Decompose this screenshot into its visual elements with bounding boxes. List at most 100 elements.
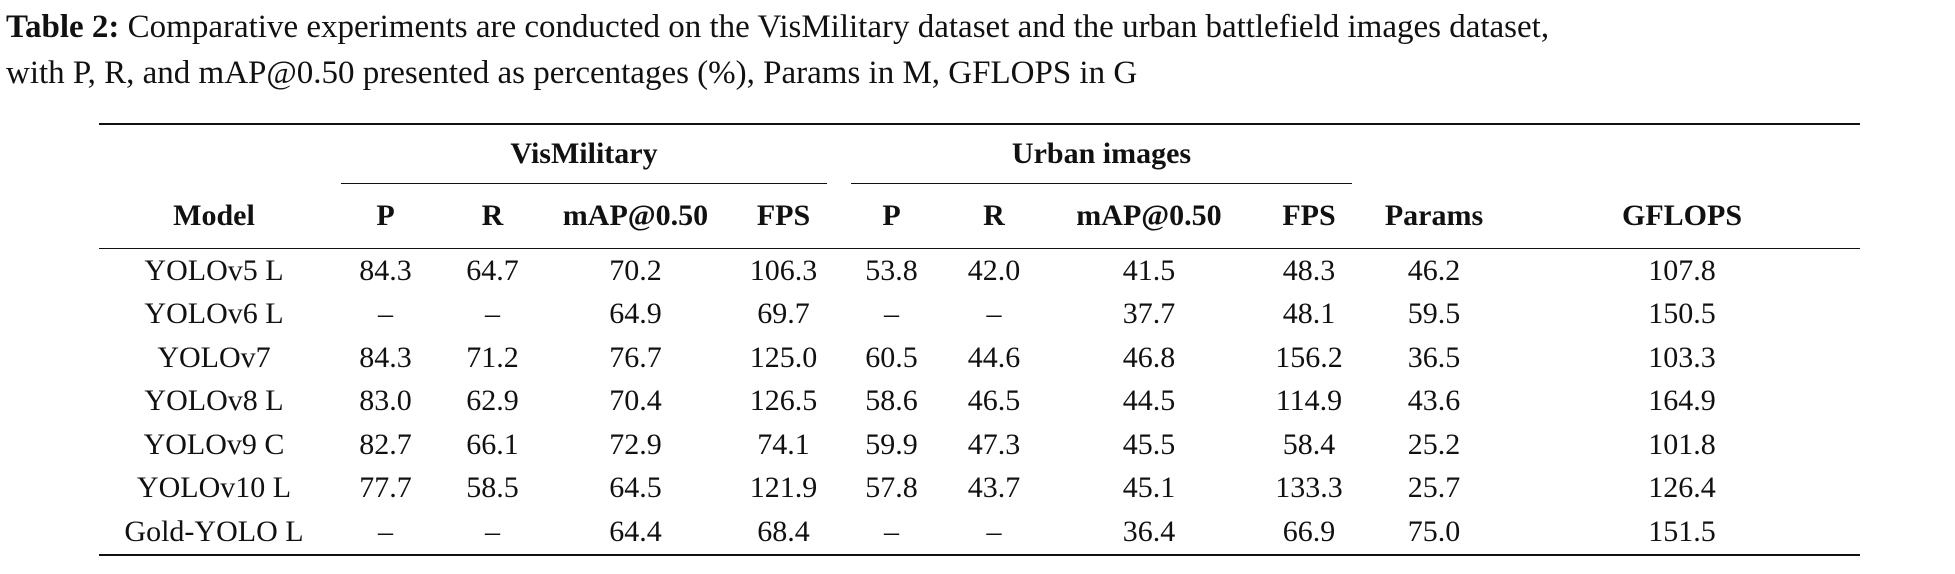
table-cell: 107.8	[1648, 253, 1716, 287]
table-row: YOLOv5 L 84.3 64.7 70.2 106.3 53.8 42.0 …	[99, 249, 1860, 293]
group-spacer	[1364, 125, 1860, 183]
table-cell: 44.6	[967, 340, 1021, 374]
table-cell: 64.5	[609, 471, 662, 505]
table-cell: 44.5	[1122, 384, 1176, 418]
table-cell: 103.3	[1648, 340, 1716, 374]
column-header: GFLOPS	[1504, 184, 1860, 249]
table-cell: 156.2	[1275, 340, 1343, 374]
group-underline-row	[99, 183, 1860, 184]
table-cell: –	[485, 297, 500, 331]
table-cell: 60.5	[865, 340, 918, 374]
caption-label: Table 2:	[6, 9, 120, 45]
caption-line-2: with P, R, and mAP@0.50 presented as per…	[6, 55, 1138, 91]
table-row: YOLOv8 L 83.0 62.9 70.4 126.5 58.6 46.5 …	[99, 380, 1860, 424]
table-cell: 46.2	[1407, 253, 1461, 287]
urban-underline	[851, 183, 1352, 184]
table-cell: 59.9	[865, 427, 918, 461]
table-cell: 46.5	[967, 384, 1021, 418]
table-cell: 121.9	[749, 471, 818, 505]
comparison-table: VisMilitary Urban images Model P R mAP@0…	[99, 123, 1860, 556]
table-cell: –	[986, 297, 1002, 331]
column-header: mAP@0.50	[1044, 184, 1254, 249]
table-cell: 47.3	[967, 427, 1021, 461]
model-cell: YOLOv10 L	[136, 471, 292, 505]
table-cell: 41.5	[1122, 253, 1176, 287]
table-cell: 62.9	[466, 384, 519, 418]
table-cell: 84.3	[359, 253, 412, 287]
table-cell: 77.7	[359, 471, 412, 505]
comparison-table-container: VisMilitary Urban images Model P R mAP@0…	[99, 123, 1860, 556]
table-cell: 126.4	[1648, 471, 1716, 505]
table-cell: 106.3	[749, 253, 818, 287]
table-cell: 36.5	[1407, 340, 1461, 374]
column-header: R	[944, 184, 1044, 249]
table-cell: 42.0	[967, 253, 1021, 287]
table-cell: 45.5	[1122, 427, 1176, 461]
group-header-row: VisMilitary Urban images	[99, 125, 1860, 183]
table-row: Gold-YOLO L – – 64.4 68.4 – – 36.4 66.9 …	[99, 510, 1860, 556]
column-header: Model	[99, 184, 329, 249]
vismilitary-underline	[341, 183, 827, 184]
table-cell: 37.7	[1122, 297, 1176, 331]
column-header: FPS	[1254, 184, 1364, 249]
table-cell: 151.5	[1504, 510, 1860, 556]
table-cell: 82.7	[359, 427, 412, 461]
table-cell: 64.9	[609, 297, 662, 331]
table-cell: –	[884, 297, 899, 331]
table-cell: 68.4	[728, 510, 839, 556]
table-cell: 59.5	[1407, 297, 1461, 331]
table-caption: Table 2: Comparative experiments are con…	[6, 4, 1951, 96]
table-cell: 70.4	[609, 384, 662, 418]
table-cell: 84.3	[359, 340, 412, 374]
model-cell: YOLOv7	[157, 340, 271, 374]
column-header: FPS	[728, 184, 839, 249]
table-cell: 125.0	[749, 340, 818, 374]
table-cell: 75.0	[1364, 510, 1504, 556]
table-cell: 133.3	[1275, 471, 1343, 505]
model-cell: YOLOv6 L	[144, 297, 284, 331]
table-cell: 164.9	[1648, 384, 1716, 418]
model-cell: YOLOv8 L	[144, 384, 284, 418]
table-cell: 36.4	[1044, 510, 1254, 556]
table-cell: 101.8	[1648, 427, 1716, 461]
group-spacer	[99, 125, 329, 183]
table-cell: 58.6	[865, 384, 918, 418]
table-cell: 72.9	[609, 427, 662, 461]
table-cell: 114.9	[1275, 384, 1343, 418]
table-cell: 69.7	[757, 297, 810, 331]
table-cell: 126.5	[749, 384, 818, 418]
table-cell: 66.9	[1254, 510, 1364, 556]
table-cell: –	[944, 510, 1044, 556]
table-cell: 48.3	[1282, 253, 1336, 287]
column-header: mAP@0.50	[543, 184, 728, 249]
column-header: P	[839, 184, 944, 249]
group-header-urban: Urban images	[1011, 137, 1192, 170]
table-cell: –	[442, 510, 543, 556]
group-header-vismilitary: VisMilitary	[510, 137, 658, 170]
table-cell: 48.1	[1282, 297, 1336, 331]
table-cell: 43.6	[1407, 384, 1461, 418]
table-cell: 76.7	[609, 340, 662, 374]
table-cell: 57.8	[865, 471, 918, 505]
table-cell: 25.7	[1407, 471, 1461, 505]
table-cell: 66.1	[466, 427, 519, 461]
table-cell: 64.7	[466, 253, 519, 287]
model-cell: Gold-YOLO L	[99, 510, 329, 556]
caption-line-1: Table 2: Comparative experiments are con…	[6, 4, 1951, 50]
table-row: YOLOv7 84.3 71.2 76.7 125.0 60.5 44.6 46…	[99, 336, 1860, 380]
table-cell: 74.1	[757, 427, 810, 461]
column-header: Params	[1364, 184, 1504, 249]
column-header: P	[329, 184, 442, 249]
table-cell: 70.2	[609, 253, 662, 287]
table-cell: 46.8	[1122, 340, 1176, 374]
model-cell: YOLOv9 C	[143, 427, 285, 461]
table-cell: 53.8	[865, 253, 918, 287]
table-row: YOLOv9 C 82.7 66.1 72.9 74.1 59.9 47.3 4…	[99, 423, 1860, 467]
table-cell: 71.2	[466, 340, 519, 374]
table-row: YOLOv6 L – – 64.9 69.7 – – 37.7 48.1 59.…	[99, 293, 1860, 337]
table-cell: 43.7	[967, 471, 1021, 505]
table-cell: –	[839, 510, 944, 556]
table-cell: 64.4	[543, 510, 728, 556]
column-header-row: Model P R mAP@0.50 FPS P R mAP@0.50 FPS …	[99, 184, 1860, 249]
table-cell: 45.1	[1122, 471, 1176, 505]
